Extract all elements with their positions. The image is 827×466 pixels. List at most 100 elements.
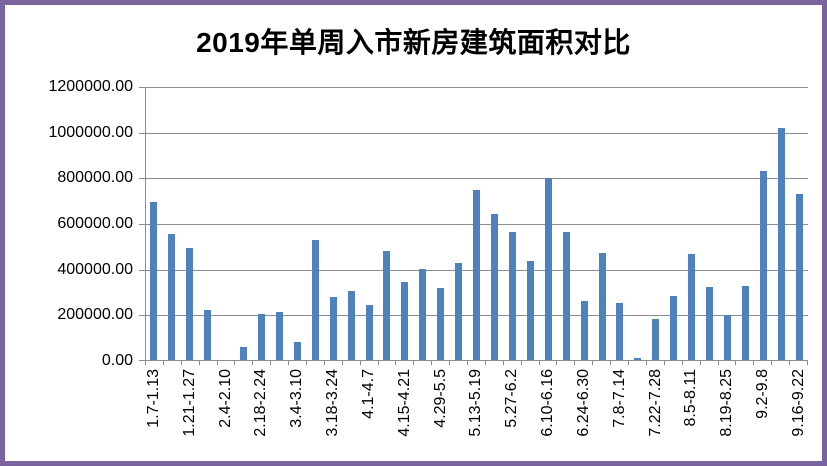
bar-slot	[539, 87, 557, 361]
x-axis-tick	[431, 361, 449, 365]
bar-slot	[306, 87, 324, 361]
bar	[329, 297, 337, 361]
x-axis-tick-label: 4.1-4.7	[359, 369, 377, 419]
x-axis-tick	[234, 361, 252, 365]
x-axis-tick	[484, 361, 503, 365]
x-label-slot: 4.15-4.21	[396, 369, 414, 437]
bar-slot	[575, 87, 593, 361]
x-axis-tick	[449, 361, 467, 365]
x-axis-tick	[288, 361, 306, 365]
x-label-slot: 4.1-4.7	[360, 369, 378, 419]
x-axis-tick-label: 6.10-6.16	[539, 369, 557, 437]
x-label-slot: 7.22-7.28	[647, 369, 665, 437]
bar-slot	[701, 87, 719, 361]
x-axis-tick-label: 1.7-1.13	[145, 369, 162, 428]
x-axis-ticks	[145, 361, 808, 365]
x-axis-tick	[162, 361, 181, 365]
bar	[723, 315, 731, 361]
bar	[508, 231, 516, 361]
x-label-slot: 2.18-2.24	[252, 369, 270, 437]
x-axis-tick	[717, 361, 736, 365]
x-axis-tick	[359, 361, 378, 365]
x-label-slot: 5.27-6.2	[503, 369, 521, 428]
bar	[257, 314, 265, 361]
bar	[741, 286, 749, 361]
bar	[437, 287, 445, 361]
bar	[240, 347, 248, 361]
x-axis-tick-label: 3.4-3.10	[288, 369, 306, 428]
bar	[616, 302, 624, 361]
bar-slot	[450, 87, 468, 361]
x-axis-tick	[628, 361, 646, 365]
x-label-slot: 6.24-6.30	[575, 369, 593, 437]
chart-title: 2019年单周入市新房建筑面积对比	[196, 27, 631, 58]
bar	[150, 202, 158, 361]
x-axis-tick-label: 4.29-5.5	[431, 369, 449, 428]
x-axis-tick-label: 7.22-7.28	[646, 369, 664, 437]
x-label-slot: 1.21-1.27	[181, 369, 199, 437]
gridline	[139, 87, 808, 88]
x-axis-tick	[663, 361, 682, 365]
bar-slot	[199, 87, 217, 361]
bar	[365, 305, 373, 361]
bar	[598, 252, 606, 361]
bar	[473, 189, 481, 361]
x-label-slot: 4.29-5.5	[432, 369, 450, 428]
bar	[795, 194, 803, 361]
bar-slot	[217, 87, 235, 361]
x-axis-tick	[574, 361, 592, 365]
bar	[490, 213, 498, 361]
x-axis-tick	[538, 361, 557, 365]
bar	[419, 268, 427, 361]
bar	[275, 311, 283, 361]
x-label-slot: 8.19-8.25	[718, 369, 736, 437]
x-axis-tick-label: 9.16-9.22	[789, 369, 807, 437]
x-axis-tick	[789, 361, 807, 365]
x-axis-tick	[520, 361, 539, 365]
x-axis-tick	[645, 361, 664, 365]
x-axis-tick-label: 8.5-8.11	[682, 369, 700, 427]
bar-slot	[557, 87, 575, 361]
bar	[186, 247, 194, 361]
bar	[401, 282, 409, 361]
bar	[204, 309, 212, 361]
bar-slot	[593, 87, 611, 361]
y-axis-tick-label: 0.00	[101, 352, 133, 369]
x-axis-tick	[377, 361, 396, 365]
x-axis-tick	[180, 361, 199, 365]
x-axis-tick-label: 9.2-9.8	[754, 369, 772, 419]
bar	[562, 232, 570, 361]
bar-slot	[611, 87, 629, 361]
x-axis-tick-label: 5.13-5.19	[467, 369, 485, 437]
bar	[347, 291, 355, 361]
bar-slot	[342, 87, 360, 361]
bar-slot	[521, 87, 539, 361]
x-axis-tick-label: 5.27-6.2	[503, 369, 521, 428]
bar-slot	[253, 87, 271, 361]
bar-slot	[647, 87, 665, 361]
bar	[670, 295, 678, 361]
bar-slot	[235, 87, 253, 361]
bar	[168, 234, 176, 361]
x-axis-tick	[610, 361, 628, 365]
y-axis-line	[145, 87, 146, 365]
x-axis-tick-label: 2.18-2.24	[252, 369, 270, 437]
x-label-slot: 6.10-6.16	[539, 369, 557, 437]
x-label-slot: 9.16-9.22	[790, 369, 808, 437]
bar-slot	[683, 87, 701, 361]
x-axis-tick	[395, 361, 413, 365]
y-axis-tick-label: 800000.00	[57, 169, 133, 187]
x-axis-tick	[699, 361, 718, 365]
bar-slot	[754, 87, 772, 361]
y-axis-tick-label: 1000000.00	[48, 123, 133, 141]
x-axis-tick	[145, 361, 163, 365]
x-axis-tick	[413, 361, 431, 365]
x-axis-tick-label: 4.15-4.21	[395, 369, 413, 437]
x-axis-tick-label: 8.19-8.25	[718, 369, 736, 437]
bar-slot	[396, 87, 414, 361]
x-axis-tick	[270, 361, 288, 365]
x-axis-tick-label: 2.4-2.10	[216, 369, 234, 428]
y-axis-labels: 1200000.00 1000000.00 800000.00 600000.00 40…	[5, 78, 133, 369]
x-axis-tick	[556, 361, 574, 365]
bar-slot	[414, 87, 432, 361]
